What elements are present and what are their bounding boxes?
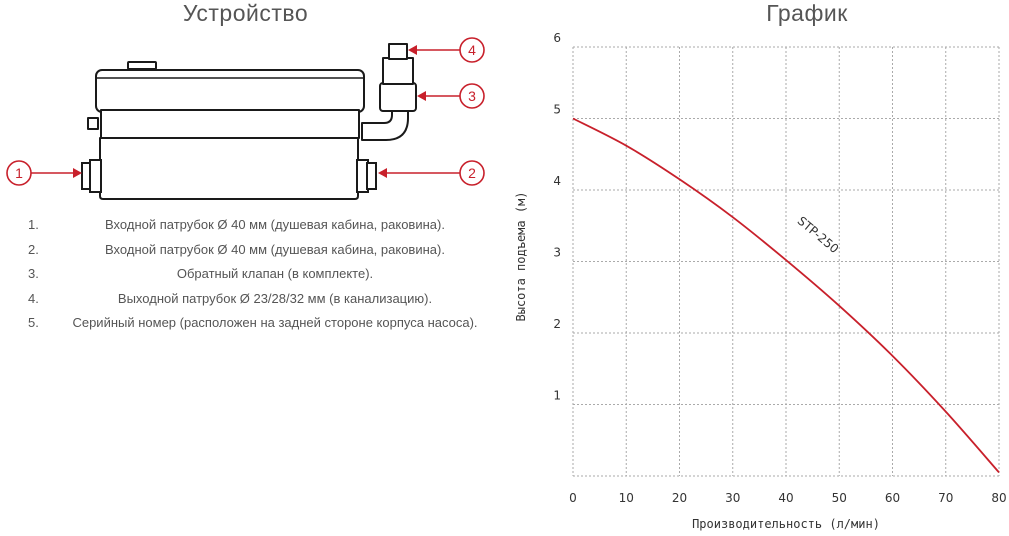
list-item-text: Серийный номер (расположен на задней сто… — [72, 315, 478, 330]
callout-1-label: 1 — [15, 165, 23, 181]
series-label-stp-250: STP-250 — [795, 214, 842, 256]
pump-device-diagram: 1 2 3 4 — [6, 37, 485, 200]
list-item-text: Входной патрубок Ø 40 мм (душевая кабина… — [105, 217, 445, 232]
chart-section-title: График — [766, 0, 848, 26]
list-item-number: 3. — [28, 266, 39, 281]
x-axis-label: Производительность (л/мин) — [692, 517, 880, 531]
list-item-text: Входной патрубок Ø 40 мм (душевая кабина… — [105, 241, 445, 257]
series-line-stp-250 — [572, 117, 1000, 474]
list-item: 1. Входной патрубок Ø 40 мм (душевая каби… — [20, 213, 500, 238]
callout-2-label: 2 — [468, 165, 476, 181]
pump-body — [87, 61, 365, 200]
outlet-assembly — [361, 43, 417, 141]
chart-grid — [572, 46, 1000, 477]
list-item-text: Обратный клапан (в комплекте). — [176, 266, 374, 281]
callout-1: 1 — [6, 160, 82, 186]
y-axis-label: Высота подъема (м) — [514, 191, 528, 321]
x-tick-label: 70 — [938, 491, 953, 505]
left-inlet-pipe — [81, 159, 102, 193]
list-item-number: 2. — [28, 241, 39, 257]
callout-2: 2 — [378, 160, 485, 186]
y-tick-label: 4 — [553, 174, 561, 188]
list-item: 5. Серийный номер (расположен на задней с… — [20, 311, 500, 336]
device-parts-list: 1. Входной патрубок Ø 40 мм (душевая каби… — [20, 213, 500, 336]
device-section-title: Устройство — [182, 0, 309, 26]
x-tick-label: 60 — [885, 491, 900, 505]
y-tick-label: 6 — [553, 31, 561, 45]
x-tick-label: 0 — [569, 491, 577, 505]
callout-4-label: 4 — [468, 42, 476, 58]
right-inlet-pipe — [356, 159, 377, 193]
x-tick-label: 10 — [619, 491, 634, 505]
y-tick-label: 5 — [553, 103, 561, 117]
callout-3: 3 — [417, 83, 485, 109]
x-tick-label: 30 — [725, 491, 740, 505]
x-tick-label: 40 — [778, 491, 793, 505]
callout-3-label: 3 — [468, 88, 476, 104]
y-tick-label: 3 — [553, 246, 561, 260]
y-axis-ticks: 1 2 3 4 5 6 — [553, 31, 561, 403]
x-tick-label: 20 — [672, 491, 687, 505]
callout-4: 4 — [408, 37, 485, 63]
list-item-number: 5. — [28, 315, 39, 330]
list-item-number: 4. — [28, 290, 39, 306]
performance-chart: 0 10 20 30 40 50 60 70 80 1 2 3 4 5 6 STP-250 Произво… — [514, 31, 1007, 531]
list-item-text: Выходной патрубок Ø 23/28/32 мм (в канал… — [117, 290, 433, 306]
list-item: 2. Входной патрубок Ø 40 мм (душевая каби… — [20, 238, 500, 263]
list-item-number: 1. — [28, 217, 39, 232]
x-tick-label: 50 — [832, 491, 847, 505]
y-tick-label: 2 — [553, 317, 561, 331]
y-tick-label: 1 — [553, 389, 561, 403]
list-item: 3. Обратный клапан (в комплекте). — [20, 262, 500, 287]
x-tick-label: 80 — [991, 491, 1006, 505]
x-axis-ticks: 0 10 20 30 40 50 60 70 80 — [569, 491, 1006, 505]
list-item: 4. Выходной патрубок Ø 23/28/32 мм (в кан… — [20, 287, 500, 312]
